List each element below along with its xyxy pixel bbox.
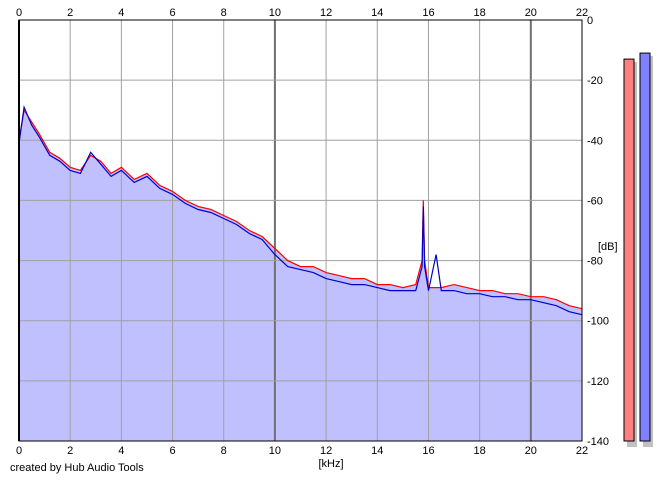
y-tick-label: -140 [587,436,609,448]
tick-labels: 002244668810101212141416161818202022220-… [16,7,609,457]
x-tick-label-top: 2 [67,7,73,19]
x-tick-label-top: 4 [118,7,124,19]
x-tick-label-bottom: 2 [67,445,73,457]
x-tick-label-bottom: 20 [525,445,537,457]
x-tick-label-top: 0 [16,7,22,19]
x-tick-label-top: 6 [169,7,175,19]
x-tick-label-top: 16 [422,7,434,19]
x-tick-label-bottom: 14 [371,445,383,457]
x-tick-label-bottom: 6 [169,445,175,457]
axes [18,19,583,442]
y-tick-label: -40 [587,135,603,147]
x-tick-label-bottom: 16 [422,445,434,457]
level-meters [623,52,653,447]
x-tick-label-top: 8 [221,7,227,19]
series-line-left [18,108,583,310]
spectrum-fill-area [19,110,582,441]
level-meter-right [639,52,651,442]
spectrum-fill [19,110,582,441]
x-tick-label-top: 10 [269,7,281,19]
x-tick-label-top: 12 [320,7,332,19]
x-tick-label-bottom: 8 [221,445,227,457]
x-tick-label-bottom: 22 [576,445,588,457]
x-tick-label-top: 20 [525,7,537,19]
y-tick-label: -100 [587,316,609,328]
level-meter-left [623,58,635,442]
x-tick-label-top: 14 [371,7,383,19]
x-tick-label-bottom: 4 [118,445,124,457]
x-tick-label-bottom: 12 [320,445,332,457]
series-lines [18,104,583,316]
y-tick-label: 0 [587,15,593,27]
y-tick-label: -120 [587,376,609,388]
x-tick-label-bottom: 18 [474,445,486,457]
x-tick-label-bottom: 0 [16,445,22,457]
x-tick-label-top: 22 [576,7,588,19]
series-line-right [18,104,583,316]
x-axis-label: [kHz] [318,458,343,470]
credit-text: created by Hub Audio Tools [10,462,144,474]
x-tick-label-bottom: 10 [269,445,281,457]
y-tick-label: -60 [587,195,603,207]
y-tick-label: -20 [587,75,603,87]
x-tick-label-top: 18 [474,7,486,19]
y-axis-label: [dB] [598,241,618,253]
y-tick-label: -80 [587,256,603,268]
